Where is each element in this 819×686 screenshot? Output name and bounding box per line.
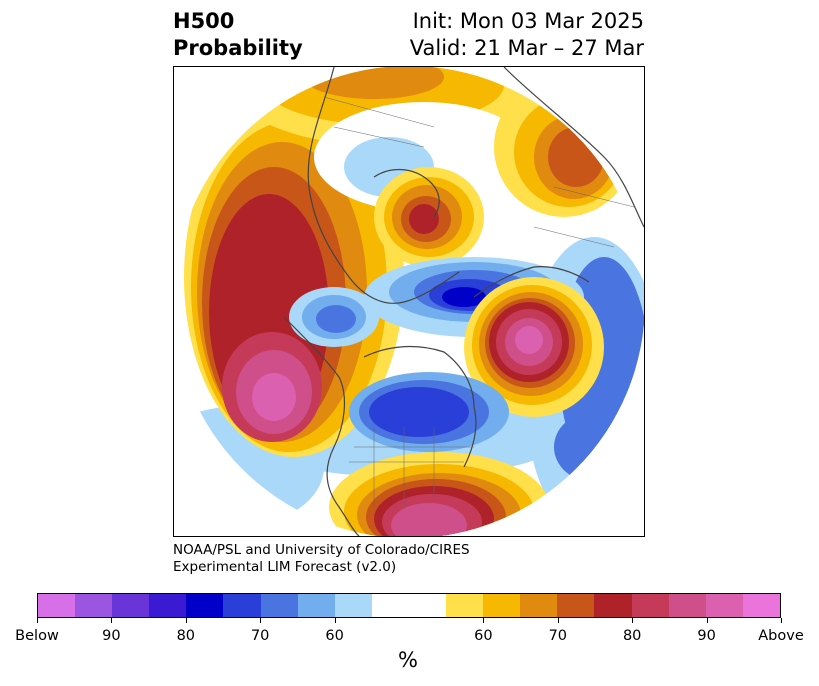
colorbar-swatch <box>408 594 447 617</box>
colorbar-swatch <box>38 594 76 617</box>
colorbar-tick-label: Above <box>758 628 804 644</box>
valid-dates: Valid: 21 Mar – 27 Mar <box>409 36 644 60</box>
chart-title: H500 Probability <box>173 8 303 62</box>
colorbar-tick <box>37 618 38 623</box>
probability-map <box>173 66 645 537</box>
colorbar-swatch <box>297 594 335 617</box>
colorbar-tick <box>706 618 708 623</box>
colorbar-swatch <box>557 594 595 617</box>
title-line-2: Probability <box>173 36 303 60</box>
colorbar-swatch <box>334 594 372 617</box>
colorbar-tick <box>260 618 262 623</box>
colorbar <box>37 593 781 618</box>
colorbar-tick <box>185 618 187 623</box>
forecast-dates: Init: Mon 03 Mar 2025 Valid: 21 Mar – 27… <box>410 8 644 62</box>
colorbar-tick-label: 80 <box>176 628 196 644</box>
credit: NOAA/PSL and University of Colorado/CIRE… <box>173 542 470 576</box>
colorbar-swatch <box>742 594 780 617</box>
colorbar-tick <box>334 618 336 623</box>
colorbar-swatch <box>594 594 632 617</box>
colorbar-tick-label: 60 <box>325 628 344 644</box>
colorbar-swatch <box>483 594 521 617</box>
colorbar-tick <box>483 618 485 623</box>
colorbar-swatch <box>520 594 558 617</box>
colorbar-swatch <box>260 594 298 617</box>
init-date: Init: Mon 03 Mar 2025 <box>412 9 644 33</box>
colorbar-swatch <box>371 594 409 617</box>
colorbar-tick <box>632 618 634 623</box>
colorbar-tick-label: 70 <box>250 628 270 644</box>
colorbar-swatch <box>446 594 484 617</box>
colorbar-tick-label: Below <box>15 628 59 644</box>
anomaly-fill <box>174 67 644 536</box>
colorbar-swatch <box>668 594 706 617</box>
colorbar-swatch <box>223 594 261 617</box>
polar-map-svg <box>174 67 644 536</box>
colorbar-swatch <box>149 594 187 617</box>
borders <box>323 96 635 507</box>
colorbar-tick-label: 90 <box>102 628 121 644</box>
title-line-1: H500 <box>173 9 235 33</box>
colorbar-tick-label: 70 <box>548 628 568 644</box>
colorbar-swatch <box>75 594 113 617</box>
colorbar-tick-label: 90 <box>697 628 716 644</box>
coastlines <box>283 67 644 536</box>
credit-line-2: Experimental LIM Forecast (v2.0) <box>173 559 397 575</box>
colorbar-tick <box>111 618 113 623</box>
colorbar-swatch <box>631 594 669 617</box>
colorbar-swatch <box>186 594 224 617</box>
colorbar-swatch <box>705 594 743 617</box>
colorbar-unit: % <box>398 648 418 672</box>
colorbar-tick-label: 60 <box>474 628 493 644</box>
credit-line-1: NOAA/PSL and University of Colorado/CIRE… <box>173 542 470 558</box>
colorbar-tick <box>557 618 559 623</box>
colorbar-tick-label: 80 <box>622 628 642 644</box>
colorbar-swatch <box>112 594 150 617</box>
colorbar-tick <box>781 618 782 623</box>
